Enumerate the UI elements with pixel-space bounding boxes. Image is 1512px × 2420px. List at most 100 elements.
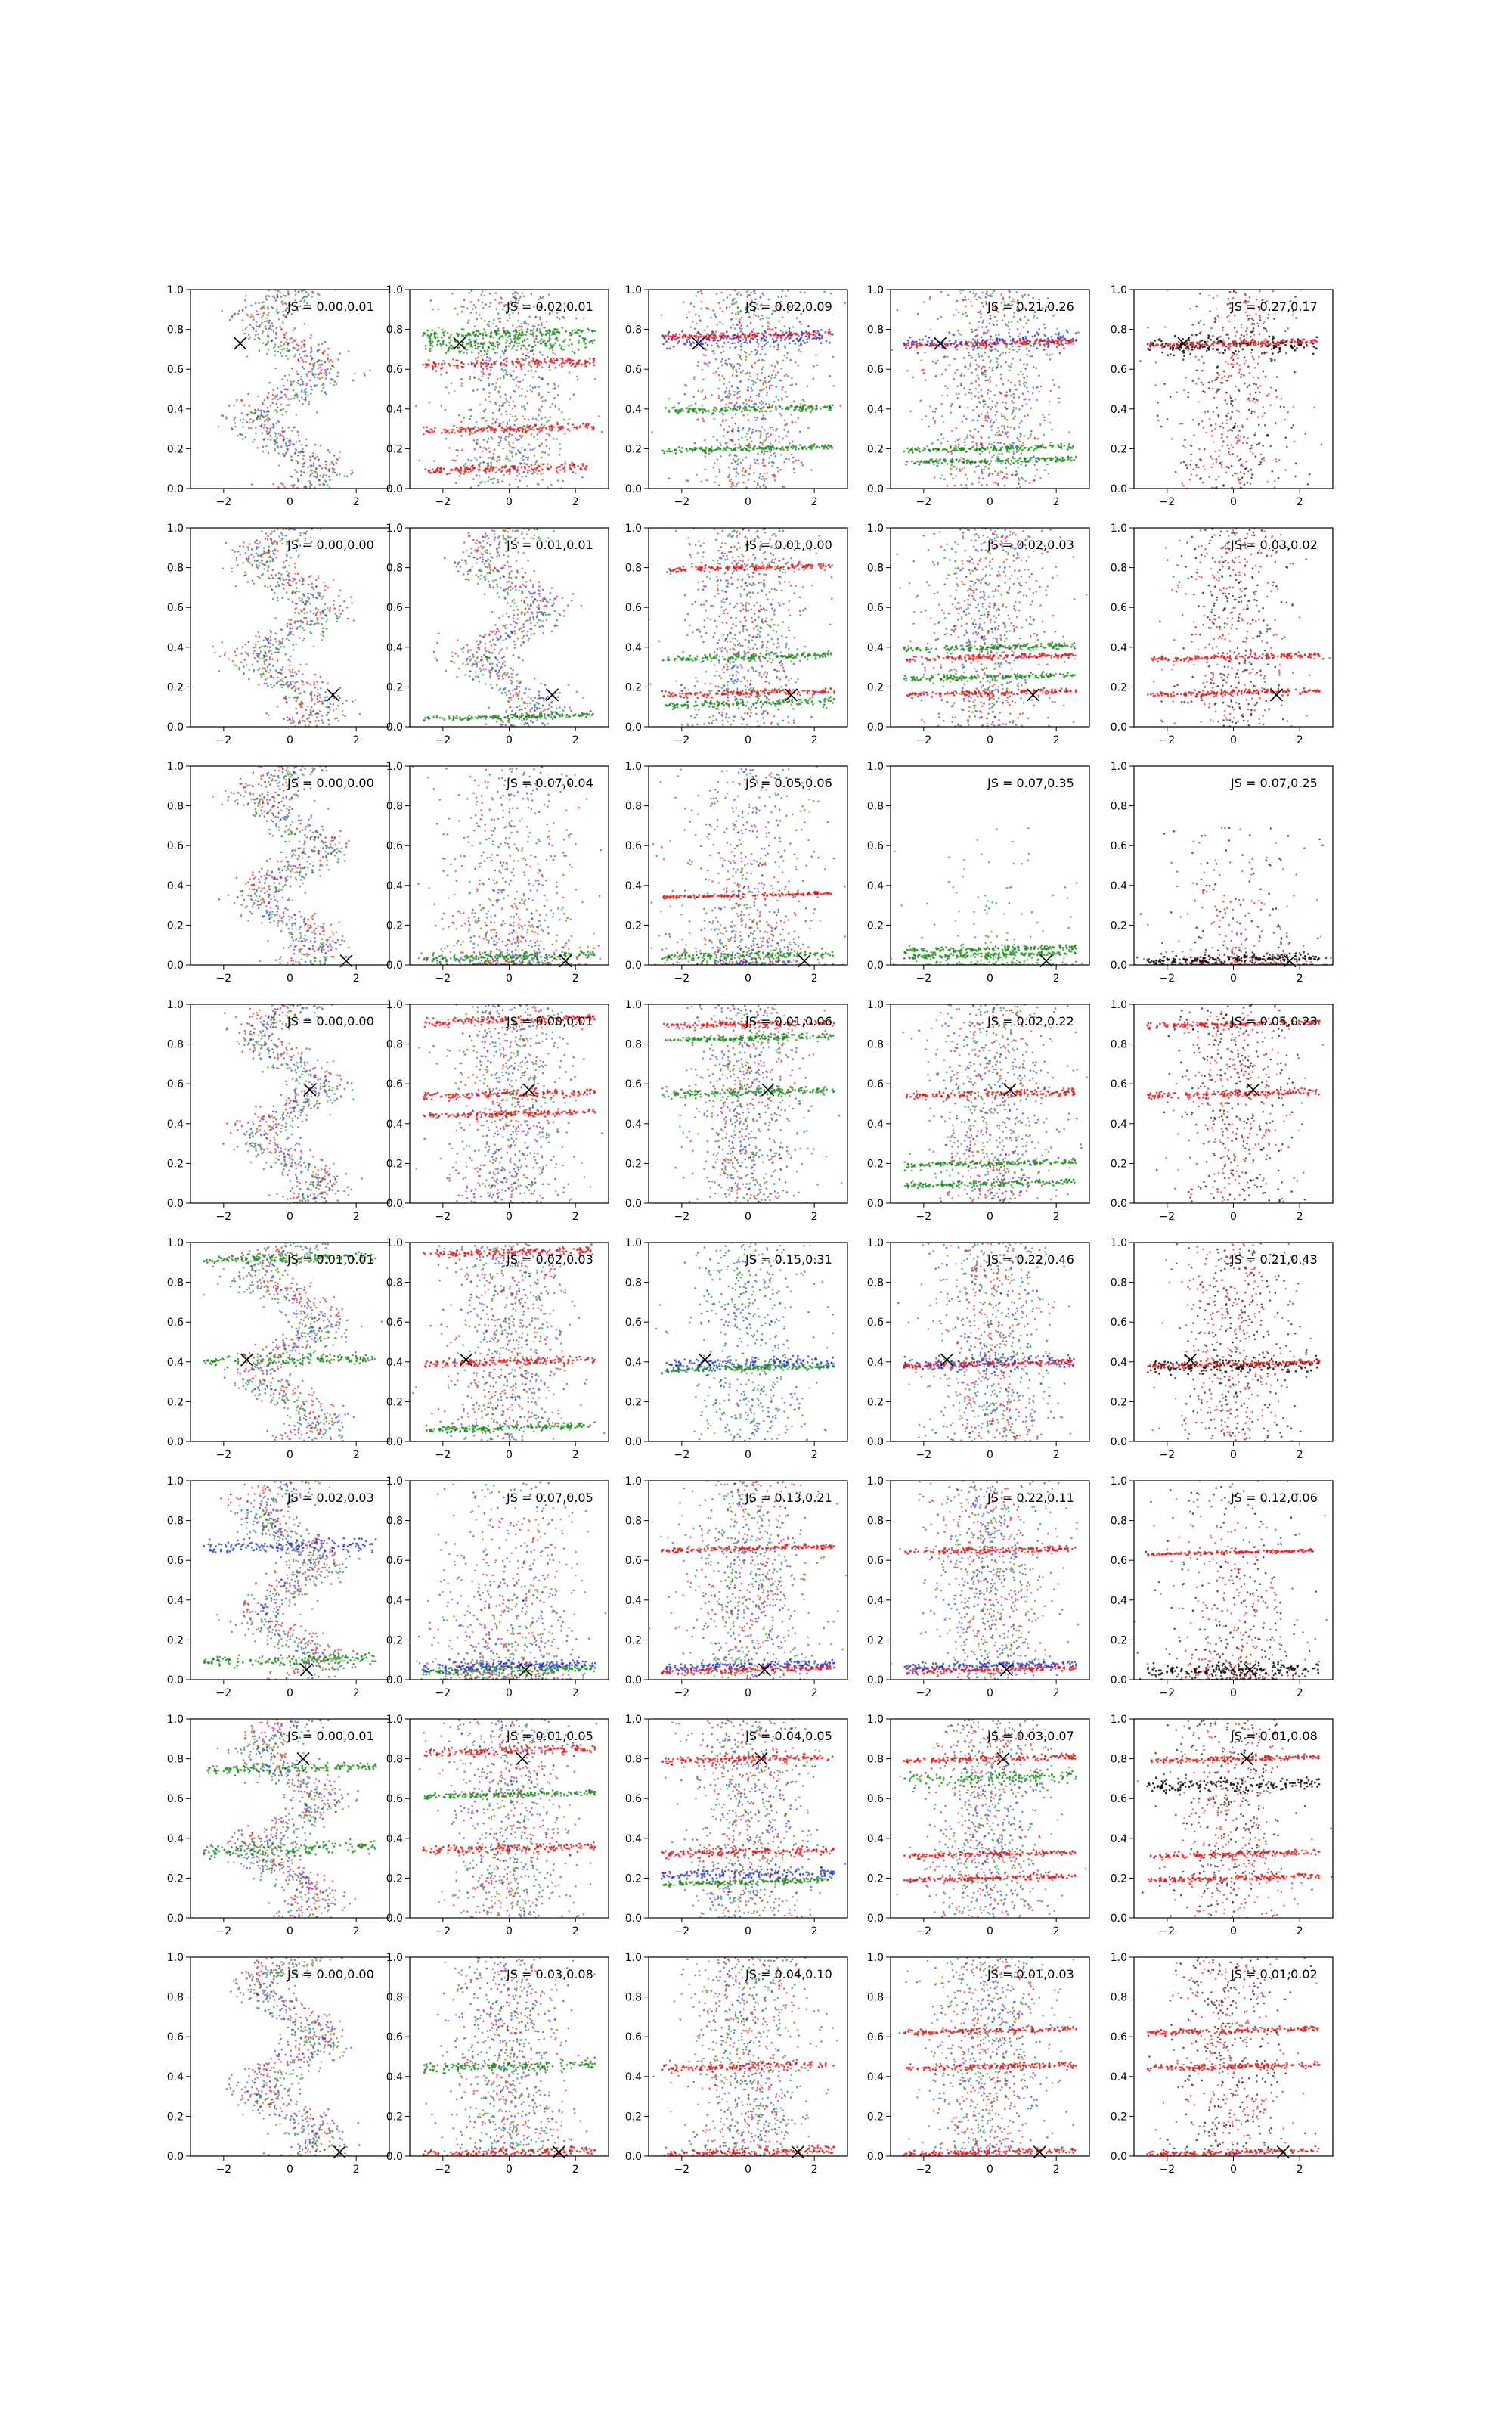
point-green bbox=[301, 396, 303, 399]
band-point-red bbox=[505, 470, 508, 473]
point-red bbox=[267, 417, 270, 420]
point-green bbox=[768, 461, 770, 464]
point-red bbox=[339, 352, 342, 355]
point-red bbox=[855, 361, 857, 363]
point-red bbox=[518, 473, 521, 475]
band-point-red bbox=[428, 363, 431, 366]
point-red bbox=[520, 368, 523, 371]
point-red bbox=[937, 318, 939, 321]
band-point-blue bbox=[926, 340, 929, 343]
point-green bbox=[484, 330, 487, 334]
point-green bbox=[956, 385, 959, 388]
band-point-green bbox=[467, 332, 469, 334]
point-blue bbox=[724, 359, 727, 361]
band-point-green bbox=[958, 447, 961, 450]
point-green bbox=[764, 380, 767, 383]
point-blue bbox=[260, 409, 263, 412]
band-point-blue bbox=[805, 330, 807, 333]
point-green bbox=[722, 323, 724, 325]
band-point-green bbox=[487, 346, 490, 349]
point-blue bbox=[692, 396, 695, 398]
point-blue bbox=[735, 485, 737, 488]
band-point-red bbox=[500, 362, 503, 365]
point-red bbox=[544, 399, 547, 402]
band-point-red bbox=[910, 346, 913, 349]
band-point-red bbox=[713, 337, 715, 340]
band-point-green bbox=[565, 330, 567, 333]
point-green bbox=[272, 347, 275, 349]
band-point-red bbox=[787, 334, 790, 336]
point-red bbox=[759, 318, 761, 321]
point-blue bbox=[963, 441, 966, 443]
point-green bbox=[504, 334, 507, 337]
point-green bbox=[515, 333, 517, 335]
point-blue bbox=[736, 405, 739, 408]
point-blue bbox=[504, 436, 507, 438]
point-red bbox=[556, 316, 559, 319]
point-blue bbox=[527, 458, 529, 461]
band-point-red bbox=[708, 334, 711, 337]
band-point-red bbox=[577, 464, 580, 467]
point-green bbox=[262, 439, 265, 441]
point-green bbox=[274, 409, 277, 411]
band-point-blue bbox=[711, 330, 714, 334]
point-red bbox=[733, 390, 736, 393]
point-red bbox=[1000, 293, 1002, 296]
point-green bbox=[981, 374, 984, 376]
band-point-red bbox=[768, 333, 770, 336]
point-green bbox=[304, 389, 306, 392]
point-red bbox=[781, 388, 783, 391]
band-point-green bbox=[810, 448, 813, 451]
point-blue bbox=[318, 343, 320, 346]
band-point-green bbox=[458, 351, 461, 354]
point-red bbox=[943, 355, 946, 358]
band-point-red bbox=[516, 361, 519, 364]
point-red bbox=[965, 305, 967, 308]
band-point-red bbox=[451, 428, 454, 431]
point-red bbox=[736, 396, 739, 399]
band-point-green bbox=[721, 407, 723, 410]
point-blue bbox=[738, 438, 740, 441]
band-point-green bbox=[695, 411, 698, 414]
band-point-green bbox=[764, 450, 767, 453]
band-point-green bbox=[569, 331, 572, 334]
point-green bbox=[502, 421, 505, 424]
point-red bbox=[393, 420, 395, 422]
point-green bbox=[787, 375, 789, 377]
point-green bbox=[1005, 408, 1008, 410]
band-point-red bbox=[1039, 343, 1042, 346]
point-green bbox=[776, 427, 778, 430]
point-red bbox=[747, 293, 749, 296]
band-point-red bbox=[589, 357, 591, 360]
point-blue bbox=[516, 470, 519, 473]
point-green bbox=[1025, 322, 1027, 324]
point-red bbox=[246, 420, 249, 424]
band-point-blue bbox=[721, 345, 724, 348]
band-point-green bbox=[754, 408, 757, 411]
point-blue bbox=[305, 396, 307, 399]
point-red bbox=[974, 395, 977, 398]
point-blue bbox=[958, 392, 960, 396]
point-red bbox=[962, 299, 965, 302]
point-green bbox=[258, 325, 261, 327]
point-blue bbox=[745, 373, 747, 375]
point-red bbox=[1058, 401, 1061, 404]
point-blue bbox=[286, 437, 288, 440]
point-blue bbox=[327, 368, 329, 371]
point-red bbox=[305, 438, 308, 441]
point-green bbox=[263, 306, 265, 309]
point-green bbox=[746, 371, 748, 374]
point-blue bbox=[538, 306, 541, 309]
point-blue bbox=[713, 462, 716, 464]
point-red bbox=[262, 403, 265, 405]
band-point-green bbox=[937, 448, 940, 451]
point-red bbox=[731, 374, 734, 377]
point-green bbox=[309, 469, 312, 472]
point-green bbox=[753, 458, 756, 461]
point-green bbox=[509, 373, 511, 376]
band-point-red bbox=[557, 466, 559, 468]
band-point-red bbox=[422, 426, 425, 429]
point-red bbox=[274, 443, 276, 445]
band-point-red bbox=[536, 427, 538, 430]
point-blue bbox=[712, 466, 714, 469]
